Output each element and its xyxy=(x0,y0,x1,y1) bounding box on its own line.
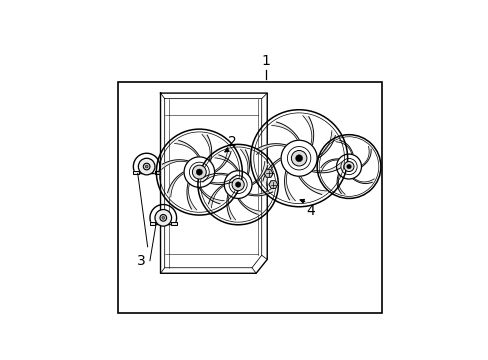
Polygon shape xyxy=(199,188,224,204)
Polygon shape xyxy=(352,179,373,184)
Polygon shape xyxy=(335,140,352,154)
Circle shape xyxy=(232,179,244,191)
Polygon shape xyxy=(215,147,230,172)
Text: 3: 3 xyxy=(137,254,145,268)
Polygon shape xyxy=(238,199,261,214)
Circle shape xyxy=(145,165,148,168)
Bar xyxy=(117,82,382,314)
Polygon shape xyxy=(299,177,326,194)
Polygon shape xyxy=(161,160,187,170)
Circle shape xyxy=(138,158,155,175)
Circle shape xyxy=(235,182,241,187)
Text: 1: 1 xyxy=(261,54,270,68)
Circle shape xyxy=(291,150,306,166)
Circle shape xyxy=(344,162,353,172)
Polygon shape xyxy=(202,134,211,161)
Polygon shape xyxy=(312,162,341,173)
Polygon shape xyxy=(361,147,370,167)
Text: 2: 2 xyxy=(228,135,237,149)
Circle shape xyxy=(196,169,202,175)
Polygon shape xyxy=(226,195,235,220)
Polygon shape xyxy=(167,172,183,197)
Polygon shape xyxy=(264,170,272,177)
Circle shape xyxy=(160,215,166,221)
Polygon shape xyxy=(271,122,299,139)
Polygon shape xyxy=(268,181,277,188)
Circle shape xyxy=(162,216,164,219)
Polygon shape xyxy=(317,131,335,158)
Polygon shape xyxy=(284,172,295,201)
Polygon shape xyxy=(208,185,223,208)
Circle shape xyxy=(346,164,350,169)
Polygon shape xyxy=(215,155,238,170)
Polygon shape xyxy=(302,116,313,145)
Polygon shape xyxy=(256,144,285,154)
Text: 4: 4 xyxy=(305,204,314,218)
Circle shape xyxy=(295,155,302,162)
Polygon shape xyxy=(203,173,227,182)
Polygon shape xyxy=(263,158,280,186)
Polygon shape xyxy=(186,183,196,210)
Polygon shape xyxy=(336,174,345,194)
Circle shape xyxy=(155,210,171,226)
Polygon shape xyxy=(248,187,273,196)
Circle shape xyxy=(192,165,206,179)
Polygon shape xyxy=(154,171,160,174)
Polygon shape xyxy=(133,171,139,174)
Polygon shape xyxy=(252,161,267,185)
Polygon shape xyxy=(210,175,237,184)
Polygon shape xyxy=(174,140,199,156)
Circle shape xyxy=(143,163,150,170)
Polygon shape xyxy=(240,149,249,174)
Polygon shape xyxy=(320,159,338,171)
Polygon shape xyxy=(150,222,155,225)
Polygon shape xyxy=(171,222,176,225)
